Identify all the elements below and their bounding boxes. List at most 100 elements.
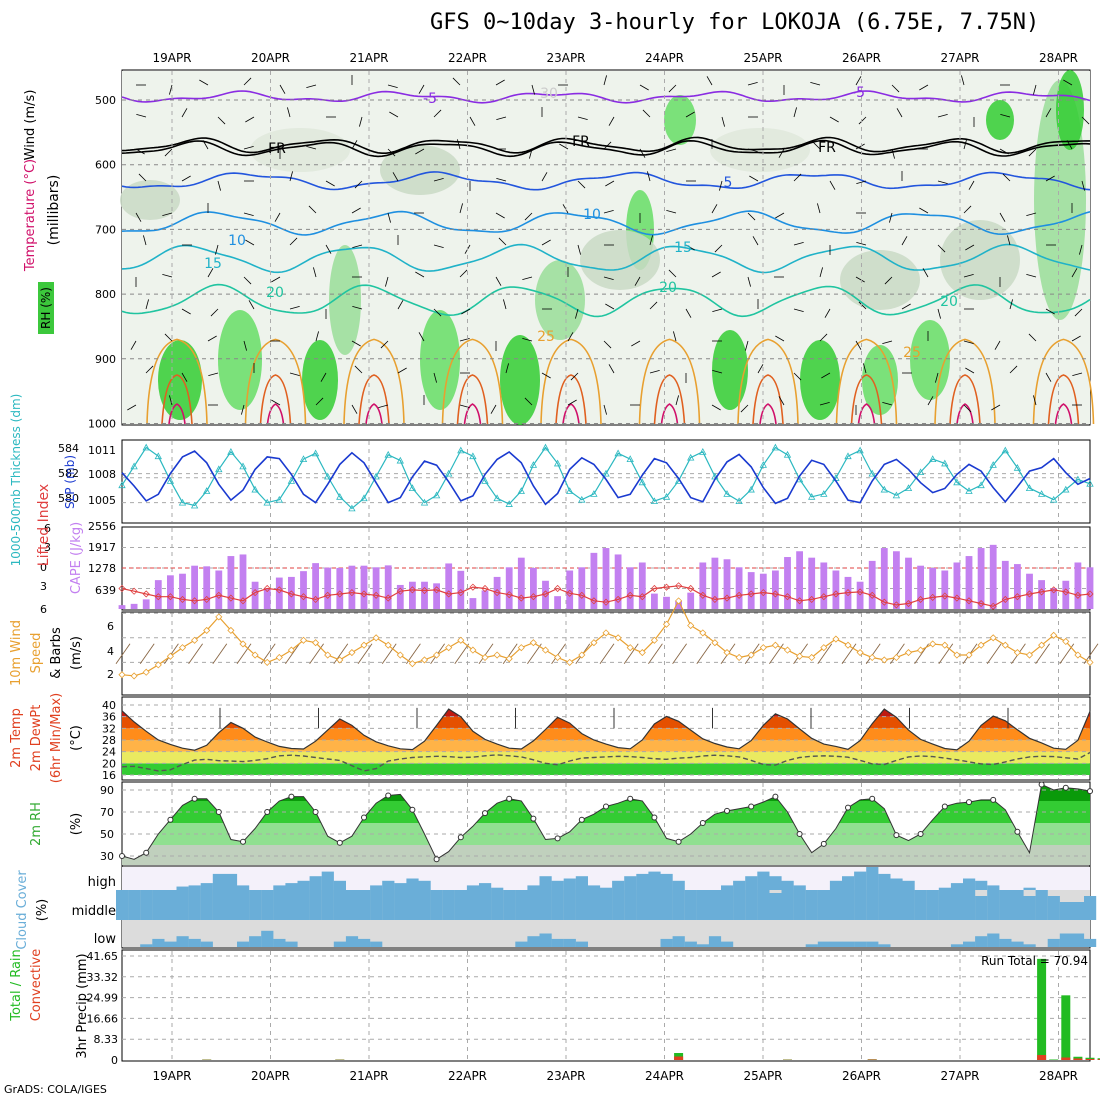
wind-barb [469, 116, 476, 126]
wind10-point [566, 658, 574, 666]
isotherm-25 [638, 338, 701, 425]
rh-shading [580, 230, 660, 290]
cloud-middle-bar [854, 890, 867, 920]
lifted-index-point [590, 597, 598, 605]
wind-barb [289, 237, 298, 246]
wind10-point [1086, 658, 1094, 666]
cloud-middle-bar [842, 890, 855, 920]
run-total-label: Run Total = 70.94 [981, 954, 1088, 968]
thickness-point [687, 453, 695, 461]
dewpt-axis-label: 2m DewPt [29, 705, 44, 772]
cloud-low-bar [708, 936, 722, 947]
cloud-high-bar [721, 885, 734, 890]
wind-barb [882, 340, 893, 344]
cloud-middle-bar [345, 890, 359, 920]
pressure-tick-label: 600 [95, 159, 116, 172]
thickness-point [590, 490, 598, 497]
wind10-speed-label: Speed [29, 633, 44, 674]
wind10-point [832, 635, 840, 643]
thickness-point [215, 465, 223, 473]
wind-barb [649, 235, 653, 246]
cloud-middle-bar [527, 890, 540, 920]
cloud-high-bar [733, 880, 746, 890]
wind-barb [271, 399, 281, 406]
wind-barb [389, 111, 399, 118]
wind-barb [603, 210, 614, 214]
isotherm-35 [956, 403, 974, 425]
rh2m-point [215, 809, 222, 815]
cloud-high-background [122, 867, 1090, 890]
wind10-point [312, 639, 320, 647]
wind10-point [1013, 648, 1021, 657]
wind-barb [685, 308, 692, 318]
cloud-middle-bar [140, 890, 153, 920]
wind-barb [685, 111, 695, 118]
wind10-point [154, 661, 162, 669]
cloud-high-bar [273, 885, 286, 890]
temp-tick-label: 32 [102, 722, 116, 735]
wind10-point [481, 653, 489, 662]
temp-tick-label: 16 [102, 769, 116, 782]
cape-bar [384, 565, 392, 609]
lifted-index-point [130, 587, 138, 595]
lifted-index-point [227, 594, 235, 602]
rh2m-point [627, 795, 634, 802]
cloud-low-bar [963, 941, 976, 947]
cloud-middle-bar [975, 896, 988, 920]
temp2m-line [121, 708, 1091, 751]
lifted-index-point [566, 589, 574, 597]
wind-barb [775, 212, 785, 219]
thickness-axis-label: 1000-500mb Thickness (dm) [9, 394, 23, 567]
cape-bar [590, 552, 598, 609]
cloud-low-bar [987, 933, 1000, 947]
cloud-high-bar [902, 880, 915, 890]
cloud-middle-bar [261, 890, 274, 920]
cloud-middle-bar [333, 890, 346, 920]
cloud-middle-bar [987, 890, 1000, 920]
wind10-point [614, 634, 622, 642]
thickness-point [566, 487, 574, 494]
wind10-point [433, 651, 441, 659]
precip-tick-label: 16.66 [87, 1012, 119, 1025]
isotherm-35 [266, 403, 285, 425]
cloud-middle-bar [745, 890, 758, 920]
wind-barb [963, 139, 967, 150]
precip-total-bar [1037, 958, 1047, 1060]
wind-barb [577, 180, 586, 189]
cloud-high-bar [769, 876, 782, 890]
cloud-middle-bar [1059, 902, 1072, 920]
wind-barb [380, 340, 389, 349]
cloud-middle-bar [200, 890, 213, 920]
wind10-barb [551, 643, 566, 665]
thickness-point [904, 484, 913, 491]
thickness-point [965, 487, 973, 494]
lifted-index-point [880, 598, 888, 606]
wind-barb [965, 367, 975, 374]
cloud-middle-bar [999, 890, 1012, 920]
cloud-high-bar [793, 885, 806, 890]
wind-barb [608, 364, 615, 374]
wind-barb [863, 363, 867, 374]
wind10-point [904, 648, 913, 657]
precip-total-bar [1061, 995, 1071, 1060]
wind-barb [605, 303, 615, 310]
thickness-point [747, 485, 755, 493]
thickness-point [505, 500, 513, 507]
lifted-index-point [723, 594, 731, 602]
cape-bar [905, 557, 912, 609]
wind-barb [351, 140, 358, 150]
date-label-top: 22APR [448, 51, 487, 65]
cloud-middle-bar [176, 890, 189, 920]
wind-barb [208, 372, 219, 376]
wind-legend-label: Wind (m/s) [23, 90, 38, 161]
thickness-point [977, 481, 985, 489]
lifted-index-point [1050, 586, 1058, 594]
wind10-point [796, 652, 804, 660]
wind-barb [937, 180, 948, 184]
cloud-low-bar [370, 941, 383, 947]
cloud-middle-bar [466, 890, 480, 920]
thickness-point [287, 477, 296, 484]
cloud-middle-bar [309, 890, 322, 920]
wind10-point [493, 651, 501, 659]
wind-barb [496, 178, 507, 182]
